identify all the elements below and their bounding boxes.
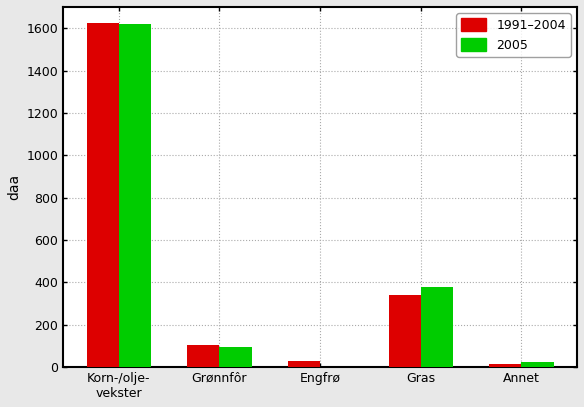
Bar: [388, 295, 421, 367]
Bar: [187, 345, 220, 367]
Y-axis label: daa: daa: [7, 174, 21, 200]
Bar: [288, 361, 320, 367]
Bar: [220, 348, 252, 367]
Bar: [86, 23, 119, 367]
Bar: [119, 24, 151, 367]
Legend: 1991–2004, 2005: 1991–2004, 2005: [456, 13, 571, 57]
Bar: [522, 362, 554, 367]
Bar: [421, 287, 453, 367]
Bar: [489, 364, 522, 367]
